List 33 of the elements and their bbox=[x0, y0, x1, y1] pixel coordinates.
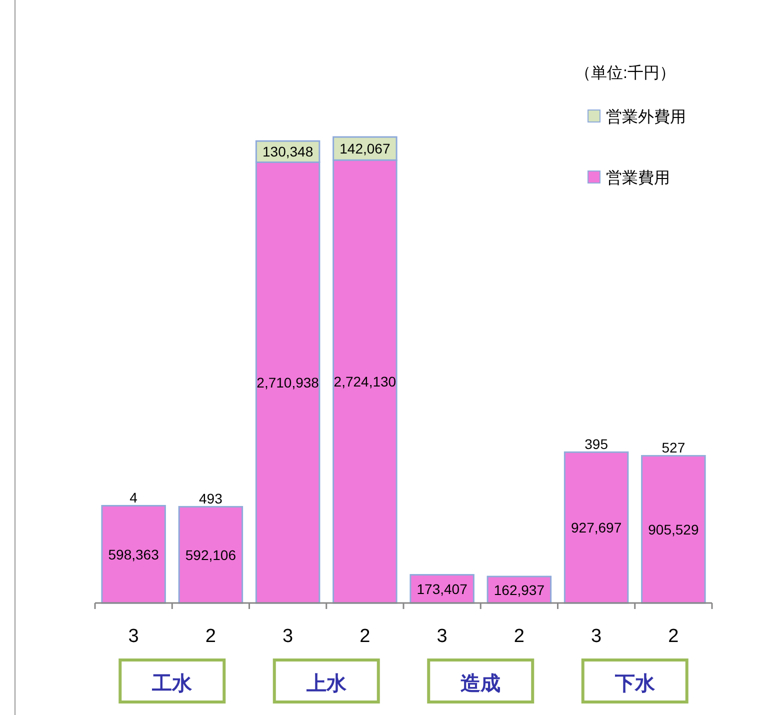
x-tick-label: 2 bbox=[668, 626, 679, 647]
data-label: 592,106 bbox=[185, 546, 236, 563]
x-tick-label: 3 bbox=[591, 626, 602, 647]
data-label: 598,363 bbox=[108, 546, 160, 562]
data-label: 173,407 bbox=[416, 580, 468, 597]
data-label: 905,529 bbox=[648, 521, 699, 538]
data-label: 162,937 bbox=[494, 582, 545, 598]
bar bbox=[178, 506, 244, 604]
legend-label: 営業費用 bbox=[606, 169, 670, 187]
data-label: 130,348 bbox=[262, 144, 314, 160]
text: 造成 bbox=[460, 673, 501, 695]
x-tick-label: 2 bbox=[360, 626, 370, 647]
data-label: 2,710,938 bbox=[256, 374, 320, 391]
x-tick-label: 3 bbox=[128, 626, 139, 647]
data-label: 527 bbox=[662, 440, 686, 456]
x-tick-label: 2 bbox=[514, 626, 524, 647]
data-label: 142,067 bbox=[340, 140, 390, 157]
x-tick-label: 3 bbox=[282, 626, 294, 647]
data-label: 2,724,130 bbox=[334, 374, 396, 390]
x-tick-label: 3 bbox=[436, 626, 448, 647]
legend-label: 営業外費用 bbox=[606, 108, 686, 126]
data-label: 493 bbox=[199, 490, 223, 507]
text: 工水 bbox=[151, 673, 194, 695]
text: 上水 bbox=[305, 673, 348, 695]
x-tick-label: 2 bbox=[205, 626, 216, 647]
bar bbox=[564, 451, 629, 604]
data-label: 4 bbox=[130, 490, 138, 506]
data-label: 927,697 bbox=[571, 520, 622, 536]
text: 下水 bbox=[614, 673, 656, 695]
bar bbox=[101, 504, 166, 604]
bar bbox=[641, 455, 706, 604]
data-label: 395 bbox=[584, 436, 608, 452]
text: （単位:千円） bbox=[575, 64, 676, 82]
